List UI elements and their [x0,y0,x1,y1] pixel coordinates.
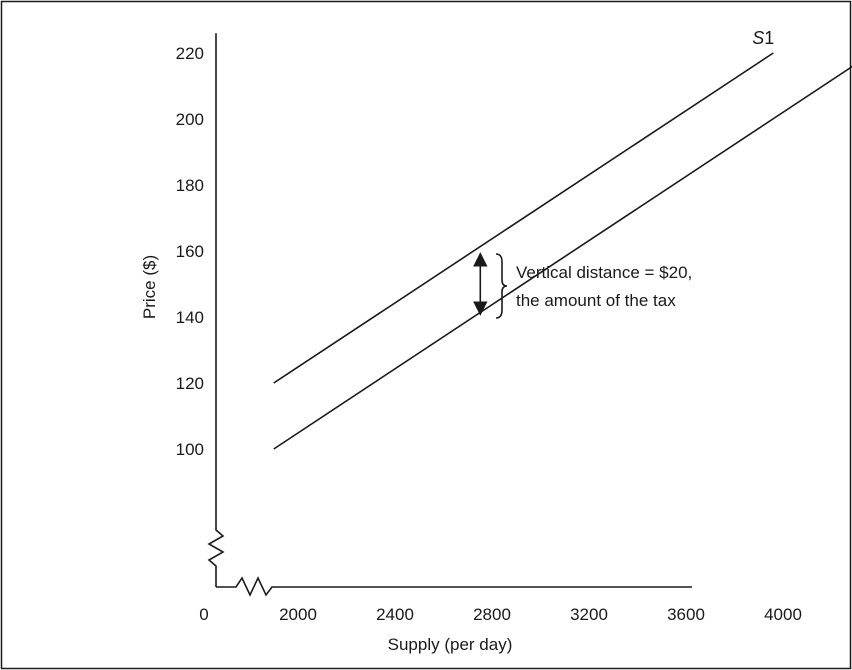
annotation-line-2: the amount of the tax [516,291,676,310]
x-tick-label: 0 [199,605,208,624]
x-tick-label: 3200 [570,605,608,624]
x-tick-label: 2800 [473,605,511,624]
annotation-line-1: Vertical distance = $20, [516,263,692,282]
y-tick-label: 180 [176,176,204,195]
y-tick-labels: 100 120 140 160 180 200 220 [176,44,204,459]
series-group: S1S0 [273,28,852,450]
x-tick-labels: 02000240028003200360040004400 [199,605,802,624]
y-tick-label: 120 [176,374,204,393]
y-tick-label: 220 [176,44,204,63]
y-tick-label: 100 [176,440,204,459]
y-tick-label: 200 [176,110,204,129]
tax-annotation: Vertical distance = $20, the amount of t… [473,252,692,319]
series-label-s1: S1 [752,28,774,48]
x-axis-label: Supply (per day) [388,635,513,654]
series-line-s0 [273,65,852,450]
y-axis [207,33,225,587]
x-tick-label: 4000 [764,605,802,624]
x-tick-label: 2000 [279,605,317,624]
y-tick-label: 160 [176,242,204,261]
y-tick-label: 140 [176,308,204,327]
x-tick-label: 2400 [376,605,414,624]
y-axis-label: Price ($) [140,255,159,319]
x-tick-label: 3600 [667,605,705,624]
series-line-s1 [273,52,774,384]
tax-brace [495,253,508,319]
x-axis [216,576,692,597]
